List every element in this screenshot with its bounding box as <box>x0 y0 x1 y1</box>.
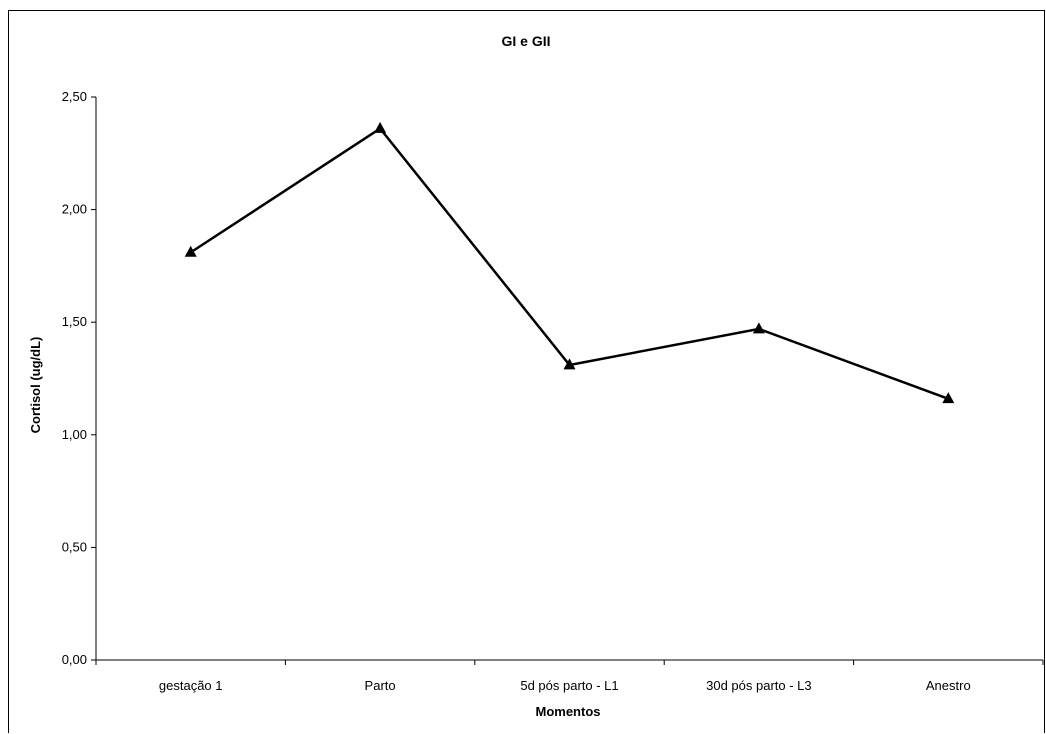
data-point <box>374 121 387 133</box>
x-tick-label: Anestro <box>926 678 971 693</box>
data-point <box>563 358 576 370</box>
x-tick-label: Parto <box>365 678 396 693</box>
chart-title: GI e GII <box>501 33 550 49</box>
y-tick-label: 2,00 <box>62 202 87 217</box>
x-axis-title: Momentos <box>536 704 601 719</box>
y-axis-title: Cortisol (ug/dL) <box>28 337 43 434</box>
y-tick-label: 0,50 <box>62 539 87 554</box>
y-tick-label: 2,50 <box>62 89 87 104</box>
y-tick-label: 1,50 <box>62 314 87 329</box>
y-tick-label: 1,00 <box>62 427 87 442</box>
x-tick-label: 5d pós parto - L1 <box>520 678 618 693</box>
data-point <box>752 322 765 334</box>
x-tick-label: 30d pós parto - L3 <box>706 678 812 693</box>
series-line <box>190 126 949 400</box>
data-point <box>184 245 197 257</box>
y-tick-label: 0,00 <box>62 652 87 667</box>
data-point <box>942 392 955 404</box>
x-tick-label: gestação 1 <box>159 678 223 693</box>
